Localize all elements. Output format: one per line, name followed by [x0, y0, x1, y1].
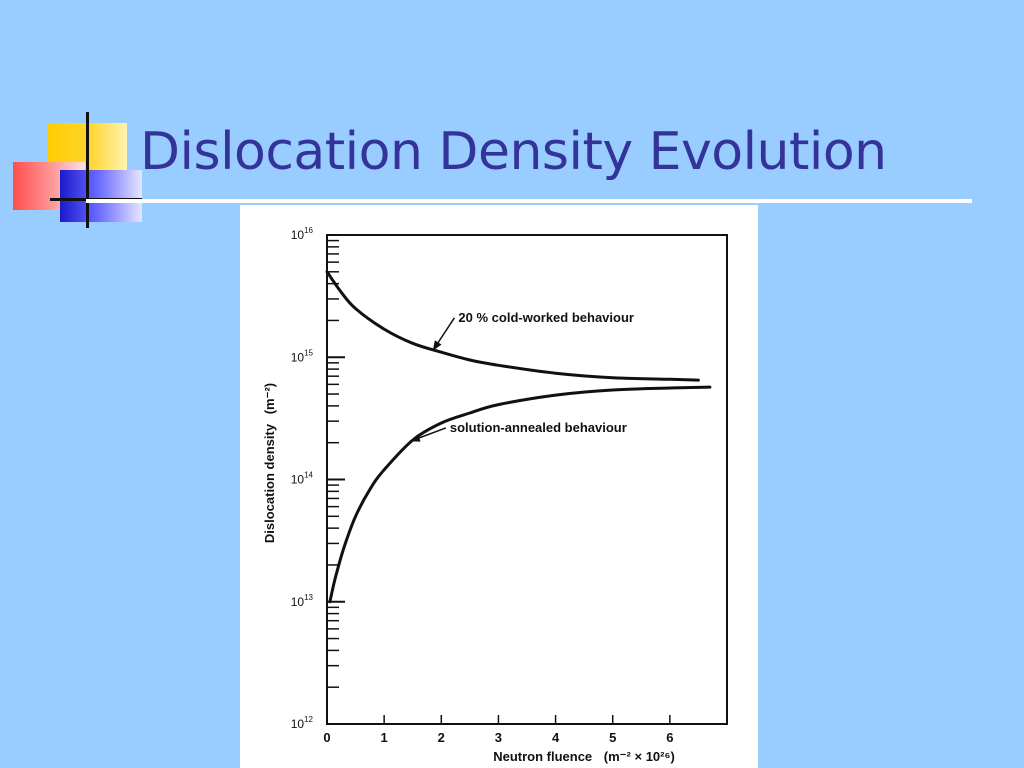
annotation-label-1: 20 % cold-worked behaviour — [458, 310, 634, 325]
x-tick-label: 6 — [666, 730, 673, 745]
y-tick-label: 1014 — [291, 471, 314, 487]
y-axis-label: Dislocation density (m⁻²) — [262, 383, 277, 543]
x-axis-label-text: Neutron fluence — [493, 749, 592, 764]
annotation-arrowhead-1 — [432, 340, 442, 351]
dislocation-density-chart: 1012 1013 1014 1015 1016 0 1 2 3 4 5 6 20 % cold-w… — [262, 226, 728, 764]
series-line-1 — [325, 270, 700, 382]
plot-frame — [326, 234, 728, 725]
decor-vertical-line — [86, 112, 89, 228]
y-tick-label: 1016 — [291, 226, 314, 242]
y-axis-label-text: Dislocation density — [262, 423, 277, 543]
decor-blue-square — [60, 170, 142, 222]
x-tick-label: 2 — [438, 730, 445, 745]
x-tick-label: 1 — [381, 730, 388, 745]
chart-panel: 1012 1013 1014 1015 1016 0 1 2 3 4 5 6 20 % cold-w… — [240, 205, 758, 768]
x-axis-units: (m⁻² × 10²⁶) — [604, 749, 675, 764]
title-underline — [86, 199, 972, 203]
x-tick-label: 4 — [552, 730, 560, 745]
annotation-arrowhead-2 — [409, 434, 421, 442]
series-line-2 — [328, 385, 712, 604]
x-axis-label: Neutron fluence (m⁻² × 10²⁶) — [493, 749, 675, 764]
x-tick-label: 0 — [323, 730, 330, 745]
annotation-label-2: solution-annealed behaviour — [450, 420, 627, 435]
x-tick-label: 3 — [495, 730, 502, 745]
y-axis-units: (m⁻²) — [262, 383, 277, 414]
y-tick-label: 1015 — [291, 348, 314, 364]
y-tick-label: 1012 — [291, 715, 314, 731]
x-tick-label: 5 — [609, 730, 616, 745]
y-tick-label: 1013 — [291, 593, 314, 609]
slide-title: Dislocation Density Evolution — [140, 122, 887, 182]
